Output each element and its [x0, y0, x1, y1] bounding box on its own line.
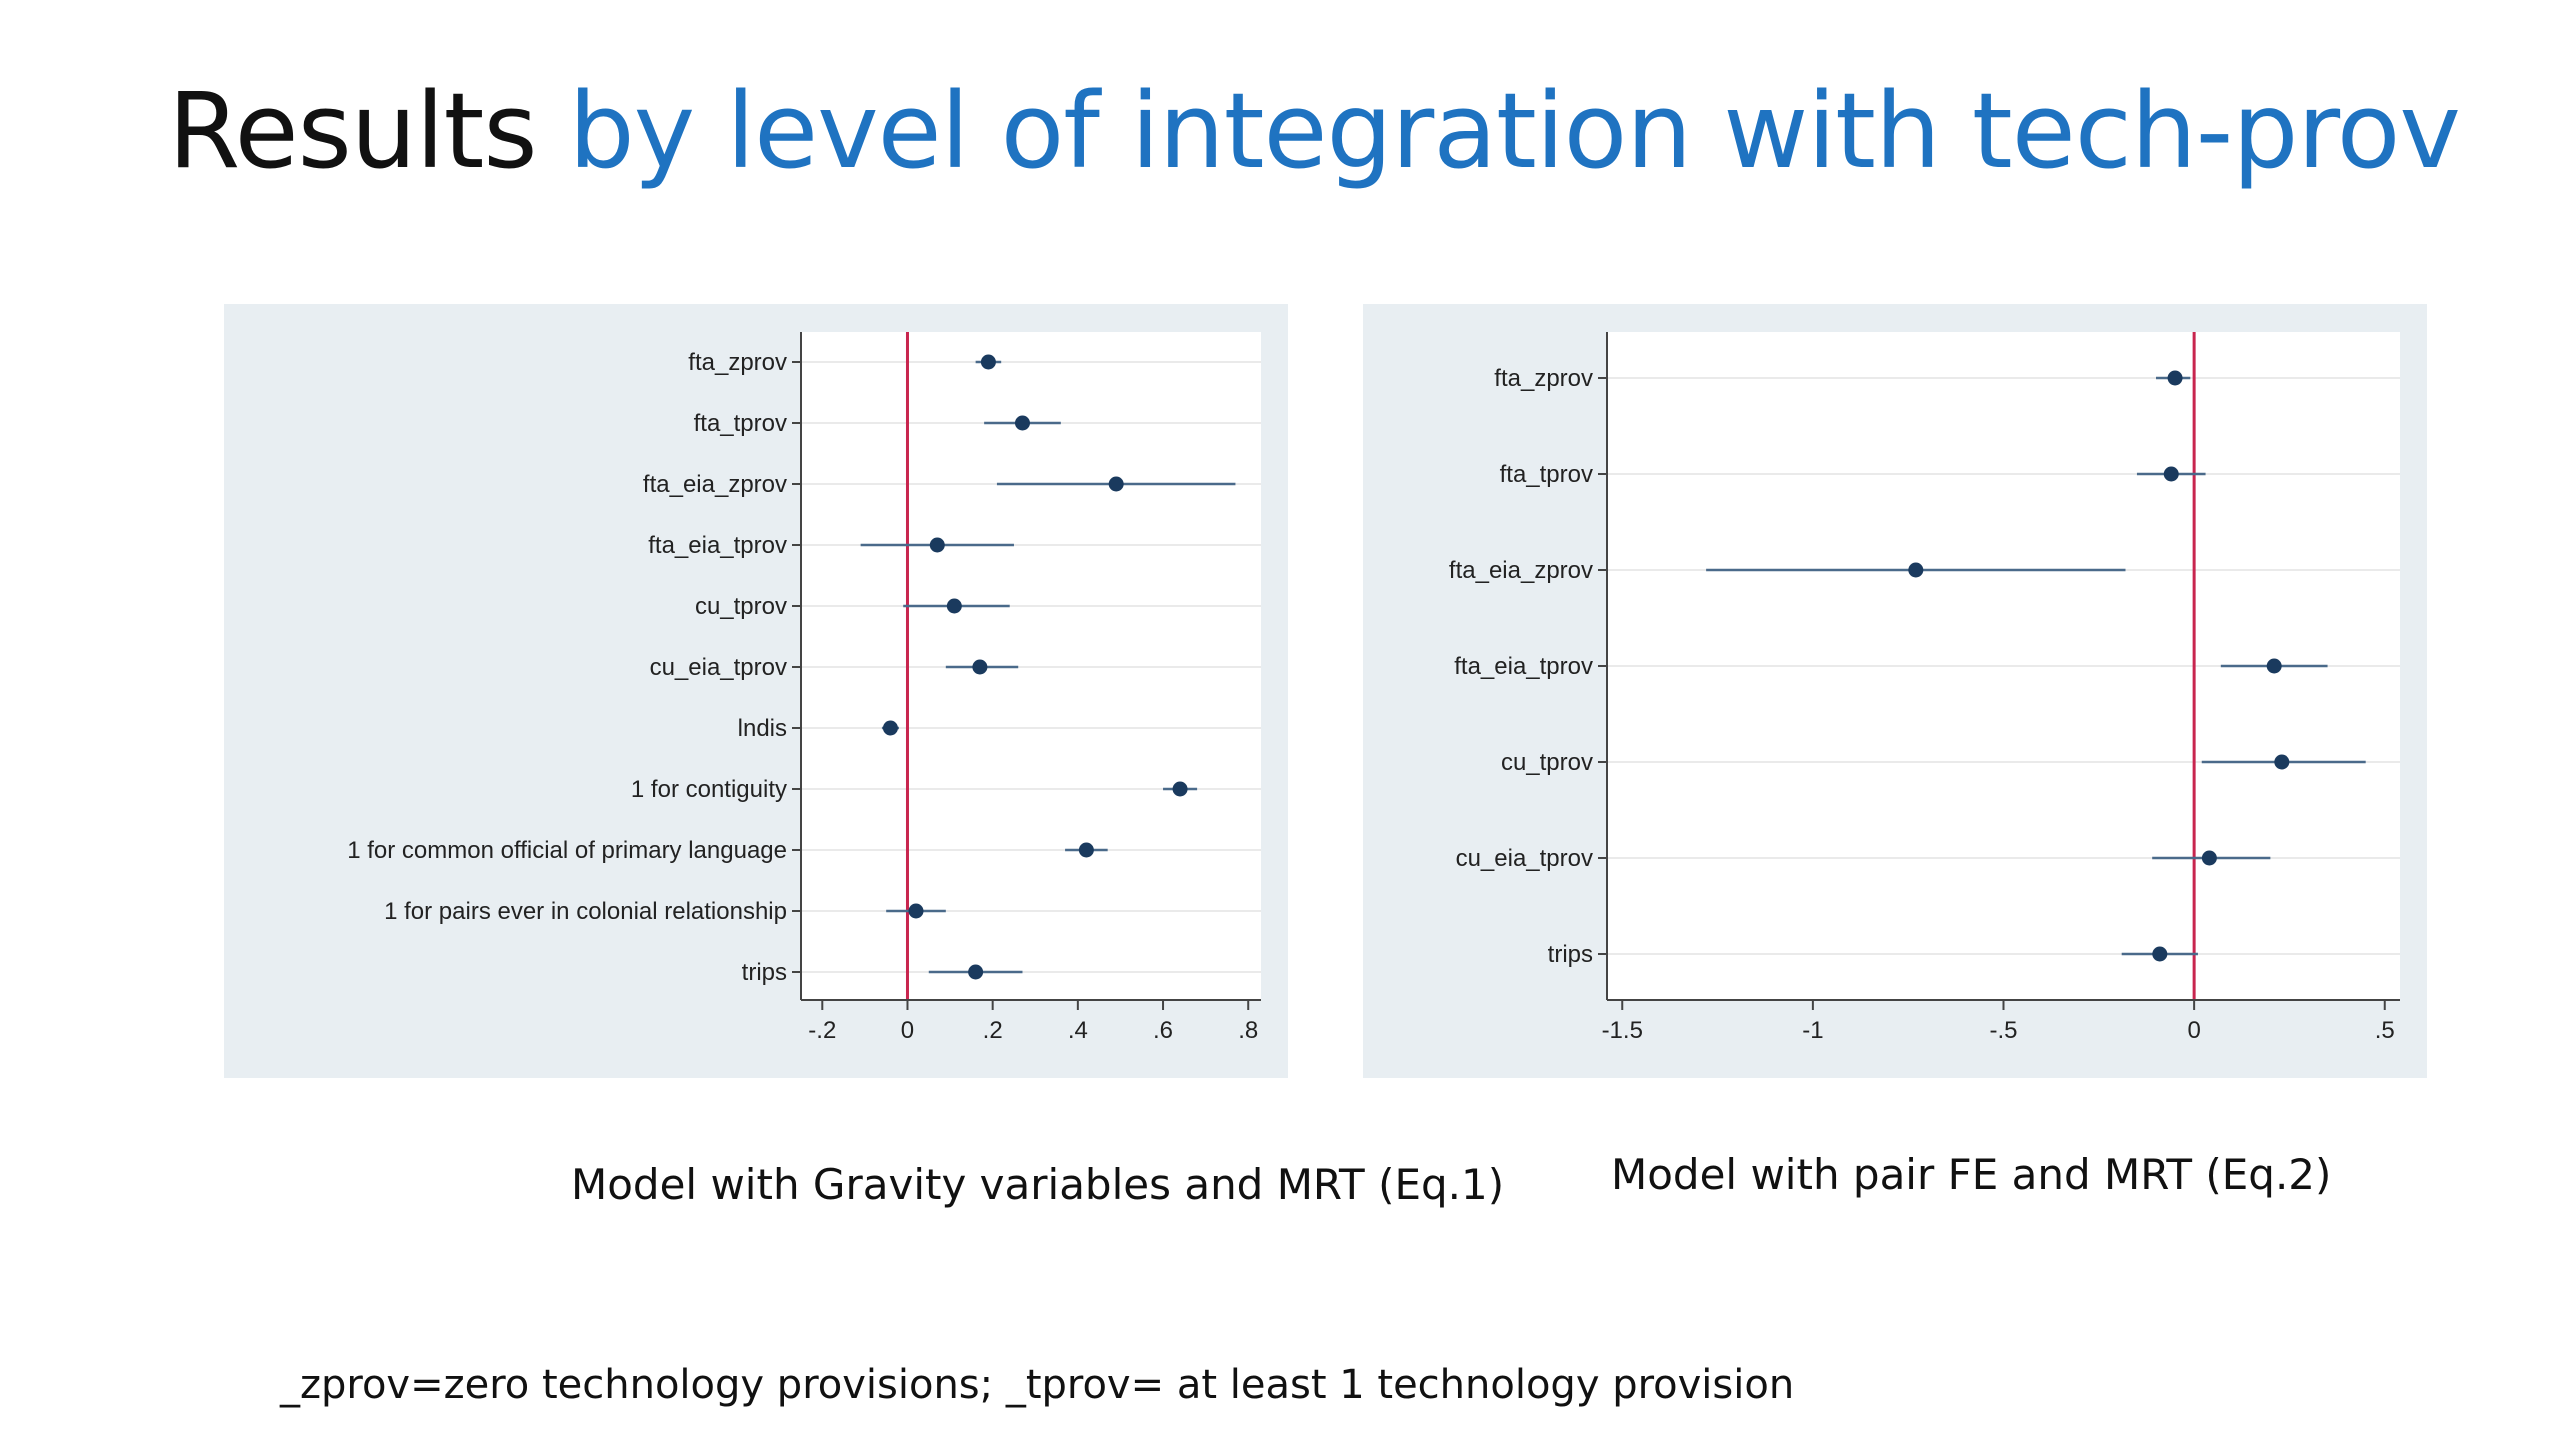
y-tick-label: fta_tprov [1500, 461, 1593, 488]
x-tick-label: -1.5 [1602, 1017, 1643, 1044]
coef-plot-panel-eq2: fta_zprov fta_tprov fta_eia_zprov fta_eia_t… [1363, 304, 2427, 1078]
y-tick-label: trips [742, 959, 787, 986]
chart-caption-eq1: Model with Gravity variables and MRT (Eq… [571, 1160, 1505, 1209]
y-tick-label: cu_eia_tprov [1456, 845, 1593, 872]
coef-plot-eq2: fta_zprov fta_tprov fta_eia_zprov fta_eia_t… [1449, 332, 2400, 1044]
point-estimate [972, 659, 988, 675]
point-estimate [908, 903, 924, 919]
coef-plot-panel-eq1: fta_zprov fta_tprov fta_eia_zprov fta_eia_t… [224, 304, 1288, 1078]
coef-plot-eq1: fta_zprov fta_tprov fta_eia_zprov fta_eia_t… [347, 332, 1261, 1044]
title-accent: by level of integration with tech-prov [568, 70, 2461, 192]
point-estimate [1908, 562, 1924, 578]
point-estimate [1014, 415, 1030, 431]
y-tick-label: fta_tprov [694, 410, 787, 437]
slide-title: Results by level of integration with tec… [168, 70, 2461, 192]
point-estimate [1108, 476, 1124, 492]
x-tick-label: -1 [1802, 1017, 1823, 1044]
chart-caption-eq2: Model with pair FE and MRT (Eq.2) [1611, 1150, 2332, 1199]
point-estimate [929, 537, 945, 553]
y-tick-label: fta_zprov [688, 349, 787, 376]
point-estimate [2167, 370, 2183, 386]
point-estimate [1172, 781, 1188, 797]
y-tick-label: cu_eia_tprov [650, 654, 787, 681]
y-tick-label: cu_tprov [695, 593, 787, 620]
point-estimate [968, 964, 984, 980]
y-tick-label: 1 for contiguity [631, 776, 787, 803]
x-tick-label: .6 [1153, 1017, 1173, 1044]
x-tick-label: .5 [2375, 1017, 2395, 1044]
point-estimate [2163, 466, 2179, 482]
y-tick-label: fta_eia_tprov [648, 532, 787, 559]
y-tick-label: 1 for common official of primary languag… [347, 837, 787, 864]
y-tick-label: fta_zprov [1494, 365, 1593, 392]
title-plain: Results [168, 70, 538, 192]
point-estimate [2201, 850, 2217, 866]
y-tick-label: 1 for pairs ever in colonial relationshi… [384, 898, 787, 925]
x-tick-label: .2 [983, 1017, 1003, 1044]
point-estimate [2266, 658, 2282, 674]
x-tick-label: .4 [1068, 1017, 1088, 1044]
point-estimate [2152, 946, 2168, 962]
y-tick-label: trips [1548, 941, 1593, 968]
point-estimate [946, 598, 962, 614]
point-estimate [980, 354, 996, 370]
x-tick-label: -.2 [808, 1017, 836, 1044]
point-estimate [2274, 754, 2290, 770]
x-tick-label: 0 [901, 1017, 914, 1044]
y-tick-label: cu_tprov [1501, 749, 1593, 776]
x-tick-label: -.5 [1989, 1017, 2017, 1044]
y-tick-label: fta_eia_tprov [1454, 653, 1593, 680]
y-tick-label: fta_eia_zprov [643, 471, 787, 498]
point-estimate [1078, 842, 1094, 858]
point-estimate [882, 720, 898, 736]
y-tick-label: lndis [738, 715, 787, 742]
y-tick-label: fta_eia_zprov [1449, 557, 1593, 584]
x-tick-label: .8 [1238, 1017, 1258, 1044]
footnote: _zprov=zero technology provisions; _tpro… [280, 1362, 1795, 1408]
x-tick-label: 0 [2187, 1017, 2200, 1044]
